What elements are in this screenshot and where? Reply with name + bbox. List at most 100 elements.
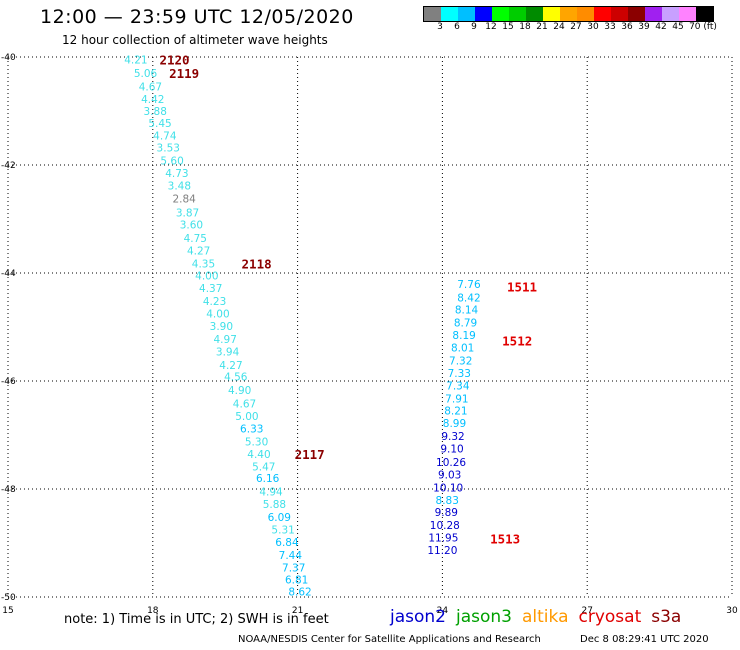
swh-value-label: 3.87 [176, 208, 199, 220]
swh-value-label: 9.89 [435, 507, 458, 519]
swh-value-label: 9.32 [441, 431, 464, 443]
page-title: 12:00 — 23:59 UTC 12/05/2020 [40, 6, 354, 28]
swh-value-label: 9.10 [440, 444, 463, 456]
x-tick-label: 24 [437, 606, 449, 616]
colorbar-cell [560, 7, 577, 21]
legend-item-jason3: jason3 [456, 607, 512, 627]
colorbar-tick-label: 15 [502, 22, 514, 32]
swh-value-label: 7.32 [449, 355, 472, 367]
colorbar-tick-label: 6 [454, 22, 460, 32]
colorbar-cell [543, 7, 560, 21]
x-tick-label: 30 [726, 606, 738, 616]
footer-timestamp: Dec 8 08:29:41 UTC 2020 [580, 634, 709, 645]
swh-value-label: 7.37 [282, 562, 305, 574]
colorbar-tick-label: 33 [604, 22, 616, 32]
swh-value-label: 4.97 [214, 334, 237, 346]
swh-value-label: 10.28 [430, 520, 460, 532]
swh-value-label: 4.00 [206, 309, 229, 321]
swh-value-label: 8.99 [443, 418, 466, 430]
swh-value-label: 3.94 [216, 346, 240, 358]
colorbar-cell [441, 7, 458, 21]
swh-value-label: 9.03 [438, 469, 461, 481]
legend-item-s3a: s3a [651, 607, 682, 627]
colorbar-cell [475, 7, 492, 21]
pass-number-label: 2117 [295, 447, 325, 462]
colorbar-cell [594, 7, 611, 21]
colorbar-tick-label: 9 [471, 22, 477, 32]
legend-item-altika: altika [522, 607, 569, 627]
colorbar-cell [424, 7, 441, 21]
swh-value-label: 4.00 [195, 271, 218, 283]
swh-value-label: 8.79 [454, 318, 477, 330]
swh-value-label: 4.35 [192, 258, 215, 270]
swh-value-label: 5.31 [271, 525, 294, 537]
swh-value-label: 4.73 [165, 168, 188, 180]
swh-value-label: 10.26 [436, 457, 466, 469]
swh-value-label: 7.44 [279, 550, 303, 562]
pass-number-label: 2118 [242, 256, 272, 271]
legend: jason2 jason3 altika cryosat s3a [390, 607, 691, 627]
swh-value-label: 5.88 [263, 499, 286, 511]
swh-value-label: 5.60 [160, 156, 183, 168]
colorbar-cell [628, 7, 645, 21]
colorbar-cell [662, 7, 679, 21]
colorbar-cell [492, 7, 509, 21]
legend-item-cryosat: cryosat [578, 607, 642, 627]
colorbar-tick-label: 27 [570, 22, 582, 32]
colorbar-cell [577, 7, 594, 21]
swh-value-label: 6.16 [256, 473, 280, 485]
swh-value-label: 3.88 [144, 106, 167, 118]
swh-value-label: 6.09 [268, 512, 291, 524]
swh-value-label: 4.21 [124, 55, 147, 67]
swh-value-label: 4.42 [141, 94, 164, 106]
colorbar-cell [526, 7, 543, 21]
pass-number-label: 2119 [169, 66, 199, 81]
swh-value-label: 10.10 [433, 482, 463, 494]
x-tick-label: 18 [147, 606, 159, 616]
swh-value-label: 8.14 [455, 305, 479, 317]
y-tick-label: -50 [1, 593, 16, 603]
swh-value-label: 4.23 [203, 296, 226, 308]
swh-value-label: 11.95 [428, 533, 458, 545]
grid [7, 56, 733, 598]
swh-value-label: 7.34 [446, 380, 470, 392]
pass-number-label: 2120 [159, 53, 189, 68]
swh-value-label: 4.40 [247, 449, 270, 461]
swh-value-label: 3.90 [210, 321, 233, 333]
colorbar-cell [509, 7, 526, 21]
swh-value-label: 4.94 [259, 487, 283, 499]
swh-value-label: 4.37 [199, 283, 222, 295]
swh-value-label: 5.00 [235, 411, 258, 423]
colorbar-cell [679, 7, 696, 21]
y-tick-label: -44 [1, 269, 16, 279]
swh-value-label: 8.62 [288, 587, 311, 599]
y-tick-label: -48 [1, 485, 16, 495]
colorbar-ticks: 3 6 9 12 15 18 21 24 27 30 33 36 39 42 45 70 (ft) [423, 22, 740, 34]
swh-value-label: 4.67 [139, 82, 162, 94]
swh-value-label: 4.56 [224, 372, 248, 384]
swh-value-label: 7.33 [448, 368, 471, 380]
swh-value-label: 8.42 [457, 292, 480, 304]
swh-value-label: 8.01 [451, 343, 474, 355]
axis-ticks: 15 18 21 24 27 30 -40 -42 -44 -46 -48 -50 [1, 53, 738, 616]
data-points: 4.215.064.674.423.885.454.743.535.604.73… [124, 55, 481, 599]
swh-value-label: 3.53 [157, 143, 180, 155]
footer-credit: NOAA/NESDIS Center for Satellite Applica… [238, 634, 541, 645]
colorbar-cell [458, 7, 475, 21]
swh-value-label: 3.60 [180, 219, 203, 231]
y-tick-label: -42 [1, 161, 16, 171]
swh-value-label: 5.30 [245, 436, 268, 448]
swh-value-label: 7.91 [445, 393, 468, 405]
colorbar-tick-label: 39 [638, 22, 650, 32]
x-tick-label: 27 [581, 606, 592, 616]
colorbar-cell [611, 7, 628, 21]
swh-value-label: 2.84 [172, 193, 196, 205]
colorbar-tick-label: 3 [437, 22, 443, 32]
swh-value-label: 8.19 [452, 330, 475, 342]
swh-value-label: 4.74 [153, 130, 177, 142]
swh-value-label: 5.45 [148, 118, 171, 130]
swh-value-label: 6.84 [275, 537, 299, 549]
swh-value-label: 4.27 [219, 360, 242, 372]
colorbar-tick-label: 21 [536, 22, 548, 32]
